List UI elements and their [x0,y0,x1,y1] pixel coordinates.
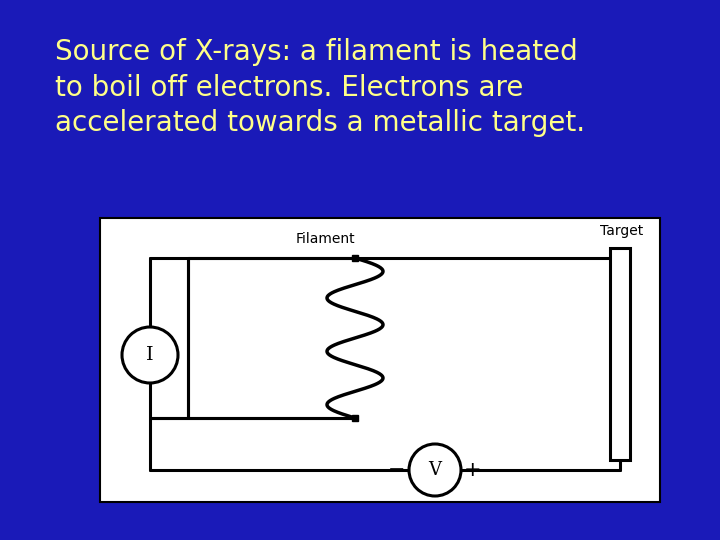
Text: Filament: Filament [295,232,355,246]
Circle shape [409,444,461,496]
Text: I: I [146,346,154,364]
Text: −: − [388,460,406,480]
Circle shape [122,327,178,383]
Bar [610,248,630,460]
Text: Source of X-rays: a filament is heated
to boil off electrons. Electrons are
acce: Source of X-rays: a filament is heated t… [55,38,585,137]
Text: V: V [428,461,441,479]
Text: +: + [464,460,482,480]
Bar [100,218,660,502]
Text: Target: Target [600,224,644,238]
